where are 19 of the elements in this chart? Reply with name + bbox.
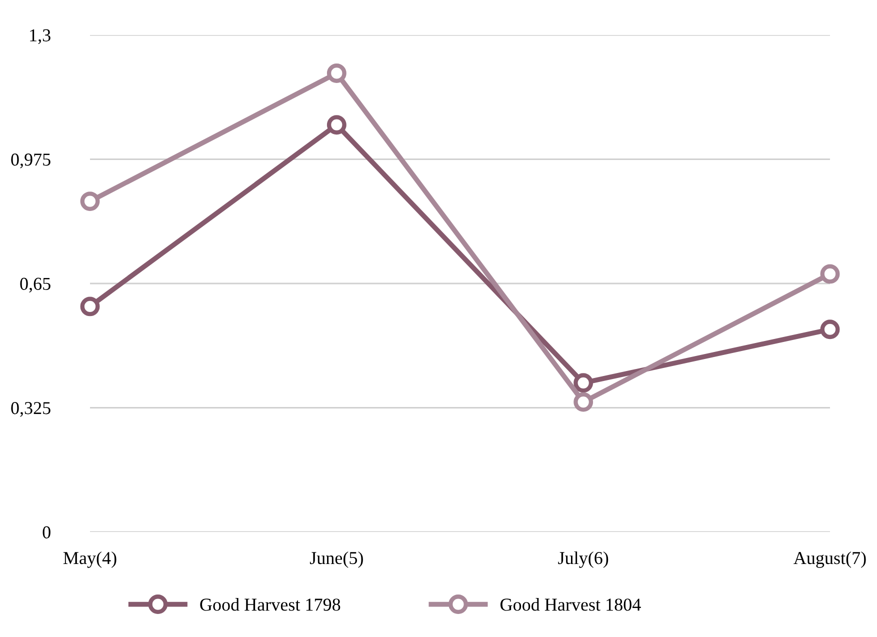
point	[80, 192, 100, 212]
point	[574, 373, 594, 393]
x-tick-label: August(7)	[794, 551, 866, 568]
y-tick-label: 0	[42, 526, 50, 538]
y-tick-label: 0,325	[11, 402, 50, 417]
legend-label: Good Harvest 1798	[200, 598, 340, 611]
point	[326, 64, 346, 83]
point	[574, 392, 594, 412]
y-tick-label: 0,65	[20, 278, 50, 293]
y-tick-label: 0,975	[11, 154, 50, 168]
x-tick-label: July(6)	[558, 551, 608, 568]
point	[820, 320, 840, 340]
x-tick-label: May(4)	[63, 551, 116, 568]
legend-label: Good Harvest 1804	[500, 598, 641, 611]
x-tick-label: June(5)	[310, 551, 363, 568]
point	[820, 264, 840, 284]
y-tick-label: 1,3	[30, 29, 50, 44]
point	[80, 296, 100, 316]
point	[326, 115, 346, 135]
